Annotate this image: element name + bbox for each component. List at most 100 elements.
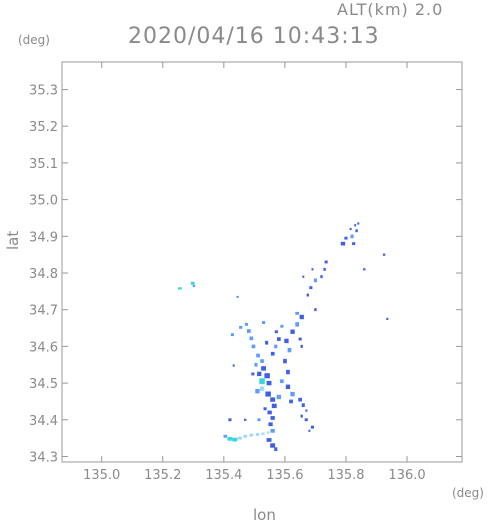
echo-point-57 bbox=[232, 437, 238, 442]
y-tick-label: 35.2 bbox=[29, 120, 58, 135]
echo-point-10 bbox=[256, 353, 260, 358]
altitude-label: ALT(km) 2.0 bbox=[337, 0, 444, 19]
chart-title: 2020/04/16 10:43:13 bbox=[128, 24, 380, 49]
echo-point-59 bbox=[243, 434, 248, 438]
plot-frame bbox=[61, 61, 463, 463]
echo-point-17 bbox=[259, 386, 265, 391]
y-tick-label: 35.1 bbox=[29, 157, 58, 172]
echo-point-51 bbox=[280, 324, 284, 328]
echo-point-8 bbox=[249, 336, 254, 341]
echo-point-77 bbox=[323, 267, 326, 271]
echo-point-68 bbox=[300, 414, 303, 418]
echo-point-18 bbox=[255, 389, 260, 394]
echo-point-6 bbox=[244, 322, 248, 326]
echo-point-67 bbox=[308, 429, 311, 432]
echo-point-47 bbox=[265, 340, 269, 345]
echo-point-26 bbox=[270, 429, 275, 433]
echo-point-79 bbox=[311, 268, 314, 271]
echo-point-3 bbox=[236, 295, 239, 298]
x-tick-label: 136.0 bbox=[388, 468, 425, 483]
echo-point-93 bbox=[263, 407, 267, 411]
y-tick-label: 34.8 bbox=[29, 267, 58, 282]
y-tick-label: 34.5 bbox=[29, 377, 58, 392]
echo-point-4 bbox=[230, 333, 234, 337]
echo-point-16 bbox=[266, 380, 272, 386]
x-tick-label: 135.6 bbox=[266, 468, 303, 483]
echo-point-9 bbox=[251, 344, 256, 349]
echo-point-40 bbox=[290, 329, 295, 334]
echo-point-13 bbox=[257, 371, 262, 377]
echo-point-30 bbox=[280, 379, 284, 384]
x-tick-label: 135.2 bbox=[144, 468, 181, 483]
echo-point-71 bbox=[300, 344, 303, 348]
echo-point-44 bbox=[277, 337, 281, 341]
echo-point-60 bbox=[249, 433, 254, 437]
echo-point-48 bbox=[254, 362, 258, 367]
echo-point-55 bbox=[223, 434, 228, 438]
echo-point-61 bbox=[255, 433, 259, 436]
y-tick-label: 35.0 bbox=[29, 194, 58, 209]
x-axis-ticks: 135.0 135.2 135.4 135.6 135.8 136.0 bbox=[83, 62, 426, 483]
echo-point-62 bbox=[261, 432, 265, 435]
x-tick-label: 135.8 bbox=[327, 468, 364, 483]
echo-point-84 bbox=[352, 242, 356, 246]
echo-point-31 bbox=[285, 384, 291, 389]
echo-point-33 bbox=[289, 399, 293, 404]
echo-point-85 bbox=[355, 229, 358, 233]
echo-point-90 bbox=[382, 253, 386, 256]
echo-point-54 bbox=[228, 418, 232, 422]
echo-point-2 bbox=[192, 284, 196, 287]
echo-point-39 bbox=[284, 338, 289, 344]
echo-point-36 bbox=[286, 369, 290, 375]
echo-point-69 bbox=[305, 409, 308, 412]
echo-point-34 bbox=[298, 397, 302, 402]
y-axis-ticks: 34.3 34.4 34.5 34.6 34.7 34.8 34.9 35.0 35.1 35.2… bbox=[29, 84, 462, 465]
echo-point-5 bbox=[239, 325, 243, 329]
echo-point-22 bbox=[271, 403, 277, 409]
echo-point-83 bbox=[350, 234, 354, 239]
echo-point-86 bbox=[357, 222, 360, 225]
echo-point-28 bbox=[270, 443, 276, 448]
echo-point-63 bbox=[266, 431, 270, 434]
echo-point-15 bbox=[259, 378, 265, 385]
echo-point-42 bbox=[299, 314, 304, 320]
echo-point-37 bbox=[283, 358, 287, 364]
echo-point-23 bbox=[267, 410, 272, 415]
echo-point-82 bbox=[344, 236, 348, 240]
echo-point-52 bbox=[262, 321, 266, 324]
x-tick-label: 135.0 bbox=[83, 468, 120, 483]
y-tick-label: 34.6 bbox=[29, 340, 58, 355]
echo-point-24 bbox=[270, 416, 275, 420]
echo-point-73 bbox=[306, 293, 309, 297]
echo-point-1 bbox=[190, 281, 195, 285]
echo-point-45 bbox=[274, 344, 278, 349]
echo-point-70 bbox=[298, 337, 302, 341]
echo-point-92 bbox=[257, 418, 261, 422]
echo-point-72 bbox=[314, 308, 317, 312]
echo-point-91 bbox=[386, 317, 389, 320]
echo-point-89 bbox=[363, 268, 366, 271]
echo-point-11 bbox=[260, 359, 264, 363]
y-axis-unit: (deg) bbox=[18, 33, 50, 47]
y-tick-label: 34.3 bbox=[29, 450, 58, 465]
y-tick-label: 34.4 bbox=[29, 414, 58, 429]
x-axis-unit: (deg) bbox=[452, 486, 484, 500]
echo-point-35 bbox=[301, 403, 305, 407]
echo-point-76 bbox=[320, 275, 323, 279]
echo-point-20 bbox=[270, 397, 276, 402]
echo-point-75 bbox=[313, 278, 317, 283]
echo-point-0 bbox=[178, 287, 182, 290]
y-tick-label: 34.7 bbox=[29, 304, 58, 319]
echo-point-38 bbox=[287, 347, 292, 353]
echo-point-78 bbox=[324, 260, 328, 264]
echo-point-29 bbox=[274, 447, 278, 451]
x-axis-label: lon bbox=[253, 506, 276, 524]
echo-point-65 bbox=[304, 418, 308, 422]
echo-point-32 bbox=[290, 391, 295, 397]
x-tick-label: 135.4 bbox=[205, 468, 242, 483]
echo-point-27 bbox=[266, 438, 272, 442]
echo-point-88 bbox=[349, 227, 352, 231]
echo-point-53 bbox=[232, 364, 235, 367]
echo-point-19 bbox=[265, 391, 271, 397]
